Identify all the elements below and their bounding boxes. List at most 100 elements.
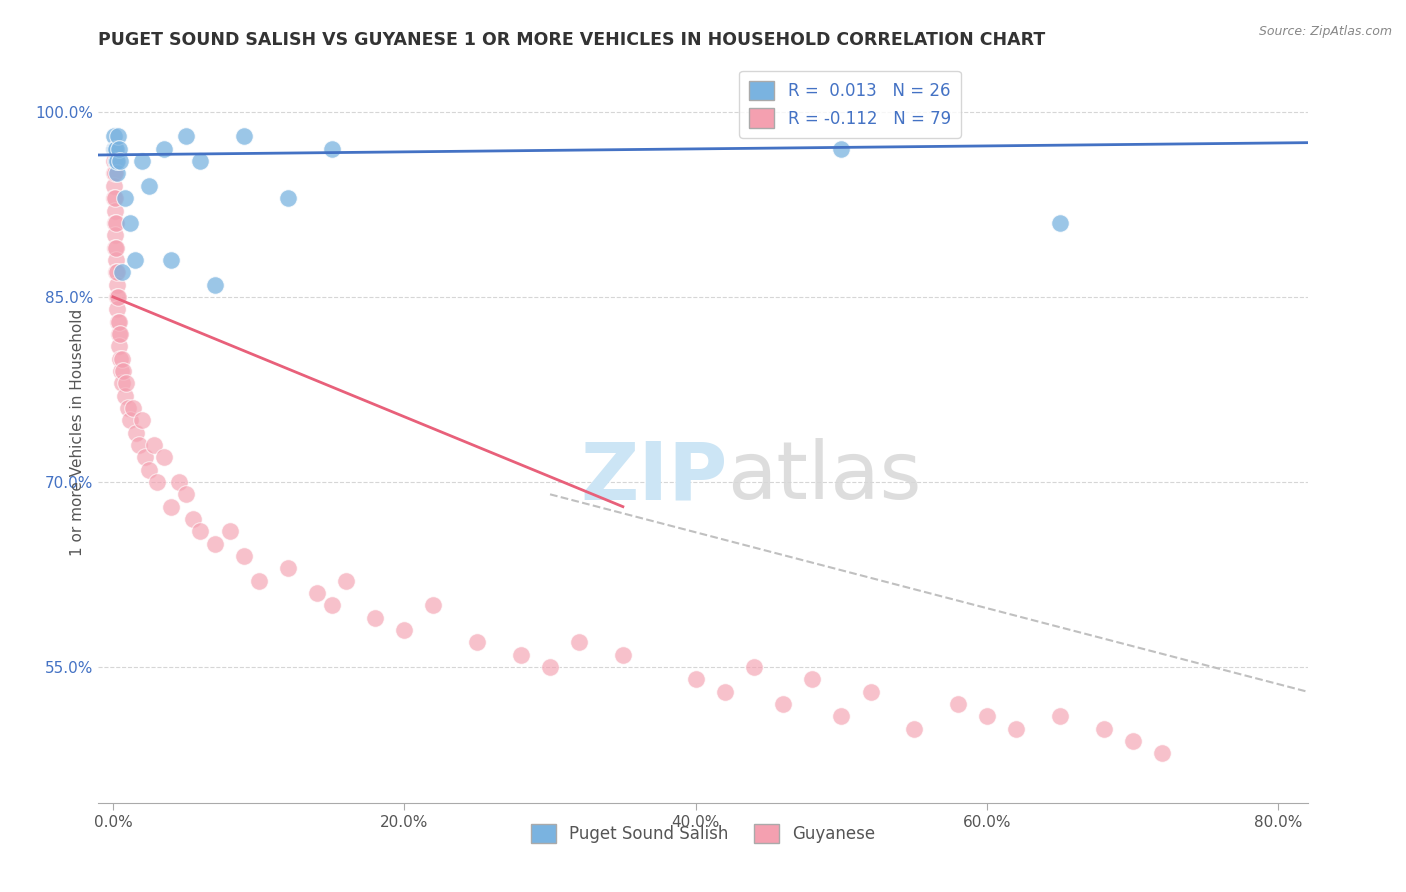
- Point: [108, 351, 131, 366]
- Point: [115, 376, 138, 391]
- Point: [103, 142, 125, 156]
- Point: [138, 462, 160, 476]
- Point: [160, 500, 183, 514]
- Point: [107, 315, 129, 329]
- Point: [110, 364, 132, 378]
- Point: [321, 599, 343, 613]
- Point: [105, 265, 128, 279]
- Point: [124, 252, 146, 267]
- Point: [114, 388, 136, 402]
- Point: [111, 376, 134, 391]
- Point: [976, 709, 998, 723]
- Point: [138, 178, 160, 193]
- Point: [117, 401, 139, 415]
- Text: atlas: atlas: [727, 438, 921, 516]
- Point: [1092, 722, 1115, 736]
- Point: [131, 154, 153, 169]
- Point: [107, 129, 129, 144]
- Point: [277, 561, 299, 575]
- Point: [190, 154, 212, 169]
- Point: [104, 142, 127, 156]
- Point: [218, 524, 240, 539]
- Point: [105, 265, 128, 279]
- Point: [114, 191, 136, 205]
- Point: [111, 351, 134, 366]
- Point: [142, 438, 165, 452]
- Point: [394, 623, 416, 637]
- Point: [104, 203, 127, 218]
- Point: [104, 216, 127, 230]
- Point: [903, 722, 925, 736]
- Point: [105, 277, 128, 292]
- Point: [830, 142, 852, 156]
- Point: [538, 660, 561, 674]
- Point: [160, 252, 183, 267]
- Point: [233, 549, 256, 563]
- Point: [104, 191, 127, 205]
- Point: [714, 684, 737, 698]
- Point: [134, 450, 156, 465]
- Point: [145, 475, 167, 489]
- Point: [364, 610, 387, 624]
- Point: [103, 142, 125, 156]
- Point: [1049, 709, 1071, 723]
- Point: [112, 364, 135, 378]
- Point: [122, 401, 145, 415]
- Point: [153, 450, 176, 465]
- Point: [105, 240, 128, 255]
- Point: [110, 326, 132, 341]
- Point: [190, 524, 212, 539]
- Point: [305, 586, 328, 600]
- Point: [120, 216, 142, 230]
- Point: [174, 487, 197, 501]
- Point: [946, 697, 969, 711]
- Point: [105, 290, 128, 304]
- Point: [110, 154, 132, 169]
- Point: [335, 574, 357, 588]
- Point: [321, 142, 343, 156]
- Point: [104, 154, 127, 169]
- Point: [103, 191, 125, 205]
- Point: [104, 240, 127, 255]
- Point: [568, 635, 591, 649]
- Point: [108, 339, 131, 353]
- Point: [103, 154, 125, 169]
- Point: [830, 709, 852, 723]
- Point: [105, 166, 128, 180]
- Point: [107, 290, 129, 304]
- Point: [104, 216, 127, 230]
- Point: [422, 599, 444, 613]
- Point: [104, 228, 127, 243]
- Point: [772, 697, 794, 711]
- Point: [107, 326, 129, 341]
- Point: [104, 252, 127, 267]
- Point: [103, 129, 125, 144]
- Point: [247, 574, 270, 588]
- Point: [120, 413, 142, 427]
- Point: [509, 648, 531, 662]
- Point: [1150, 747, 1173, 761]
- Point: [1122, 734, 1144, 748]
- Point: [104, 166, 127, 180]
- Point: [108, 142, 131, 156]
- Point: [685, 673, 707, 687]
- Point: [801, 673, 824, 687]
- Point: [277, 191, 299, 205]
- Point: [1049, 216, 1071, 230]
- Text: ZIP: ZIP: [579, 438, 727, 516]
- Point: [108, 315, 131, 329]
- Point: [131, 413, 153, 427]
- Point: [167, 475, 190, 489]
- Y-axis label: 1 or more Vehicles in Household: 1 or more Vehicles in Household: [69, 309, 84, 557]
- Point: [742, 660, 765, 674]
- Point: [103, 178, 125, 193]
- Point: [111, 265, 134, 279]
- Point: [181, 512, 204, 526]
- Text: PUGET SOUND SALISH VS GUYANESE 1 OR MORE VEHICLES IN HOUSEHOLD CORRELATION CHART: PUGET SOUND SALISH VS GUYANESE 1 OR MORE…: [98, 31, 1046, 49]
- Point: [204, 536, 226, 550]
- Point: [153, 142, 176, 156]
- Legend: Puget Sound Salish, Guyanese: Puget Sound Salish, Guyanese: [524, 817, 882, 850]
- Point: [125, 425, 148, 440]
- Point: [233, 129, 256, 144]
- Point: [128, 438, 150, 452]
